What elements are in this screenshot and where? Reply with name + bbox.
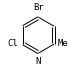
Text: N: N (36, 57, 41, 66)
Text: Br: Br (33, 3, 44, 12)
Text: Me: Me (58, 39, 69, 48)
Text: Cl: Cl (8, 39, 18, 48)
